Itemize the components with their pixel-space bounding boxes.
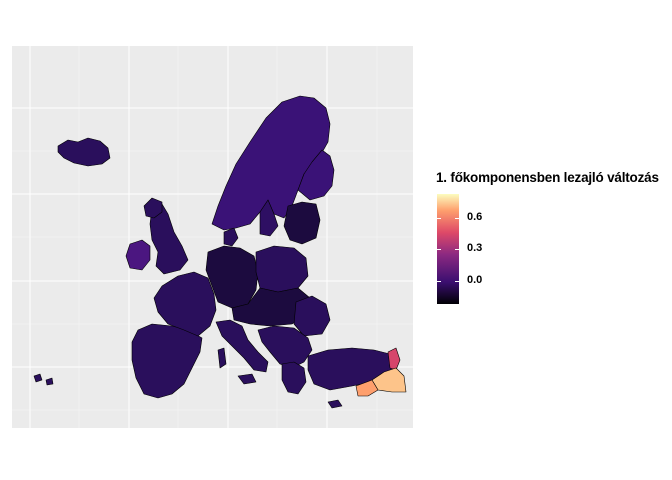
region-iberia (131, 323, 203, 399)
region-turkey-east-bright (387, 347, 401, 371)
region-scotland (143, 197, 163, 219)
tick-mark (455, 249, 459, 250)
region-italy (215, 319, 269, 373)
region-ireland (125, 239, 151, 271)
region-finland (297, 149, 335, 201)
region-poland (255, 245, 309, 293)
legend-tick-label: 0.3 (467, 242, 483, 254)
tick-mark (437, 281, 441, 282)
legend-tick-label: 0.0 (467, 274, 483, 286)
region-france (153, 271, 217, 337)
region-iceland (57, 137, 111, 167)
region-balkans (257, 325, 313, 369)
map-panel (12, 46, 413, 428)
region-great-britain (149, 203, 189, 275)
tick-mark (437, 249, 441, 250)
legend-tick-label: 0.6 (467, 211, 483, 223)
legend-title: 1. főkomponensben lezajló változás (436, 170, 659, 185)
region-sicily (237, 373, 257, 385)
region-islands-2 (45, 377, 54, 386)
tick-mark (455, 218, 459, 219)
tick-mark (455, 281, 459, 282)
region-denmark (223, 227, 239, 247)
tick-mark (437, 218, 441, 219)
region-islands (33, 373, 43, 383)
region-baltics (283, 201, 321, 245)
region-germany (205, 245, 259, 309)
region-cyprus (327, 399, 343, 409)
region-romania (293, 295, 331, 337)
region-greece (281, 361, 307, 395)
region-turkey-southeast-bright (371, 367, 407, 393)
region-sardinia (217, 347, 227, 369)
colorbar (437, 194, 459, 304)
region-sweden-south (259, 199, 279, 237)
europe-map (12, 46, 413, 428)
legend: 1. főkomponensben lezajló változás 0.6 0… (436, 170, 668, 320)
region-turkey-southeast-mid (355, 379, 379, 397)
